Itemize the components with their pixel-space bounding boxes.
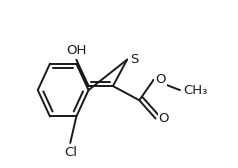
Text: O: O bbox=[156, 73, 166, 87]
Text: S: S bbox=[130, 53, 139, 66]
Text: OH: OH bbox=[66, 44, 87, 57]
Text: CH₃: CH₃ bbox=[183, 84, 207, 97]
Text: O: O bbox=[159, 112, 169, 125]
Text: Cl: Cl bbox=[64, 146, 77, 159]
